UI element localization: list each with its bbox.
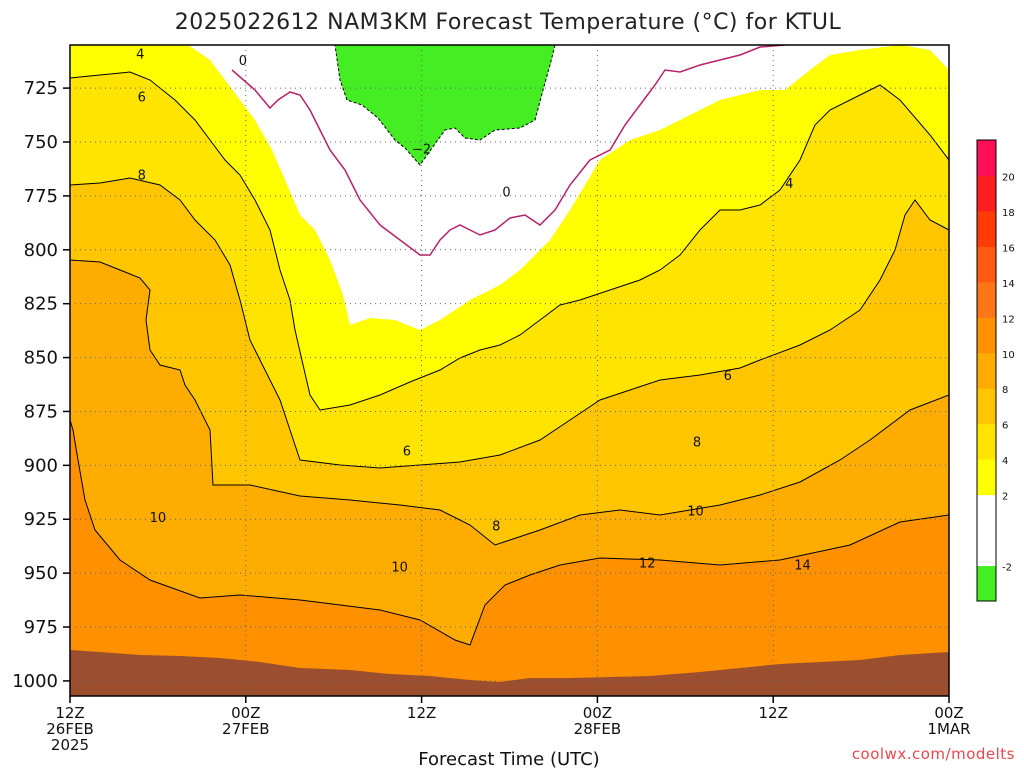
colorbar-swatch bbox=[977, 317, 996, 354]
y-tick-label: 725 bbox=[24, 78, 58, 99]
y-tick-label: 775 bbox=[24, 186, 58, 207]
x-tick-label: 1MAR bbox=[927, 720, 970, 738]
colorbar-label: 10 bbox=[1002, 350, 1015, 361]
colorbar-swatch bbox=[977, 423, 996, 460]
y-tick-label: 1000 bbox=[12, 671, 58, 692]
contour-label: 6 bbox=[138, 91, 146, 106]
x-tick-label: 2025 bbox=[51, 736, 89, 754]
colorbar-label: 6 bbox=[1002, 421, 1008, 432]
x-tick-label: 12Z bbox=[759, 704, 788, 722]
colorbar-swatch bbox=[977, 459, 996, 496]
y-tick-label: 850 bbox=[24, 348, 58, 369]
colorbar-label: 4 bbox=[1002, 456, 1008, 467]
contour-label: 8 bbox=[492, 520, 500, 535]
y-tick-label: 900 bbox=[24, 455, 58, 476]
x-tick-label: 00Z bbox=[934, 704, 963, 722]
contour-label: 10 bbox=[391, 561, 408, 576]
x-tick-label: 00Z bbox=[231, 704, 260, 722]
y-tick-label: 750 bbox=[24, 132, 58, 153]
colorbar-swatch bbox=[977, 175, 996, 212]
x-tick-label: 00Z bbox=[583, 704, 612, 722]
colorbar-label: 12 bbox=[1002, 314, 1015, 325]
colorbar: -2 2 4 6 8 10 12 14 16 18 20 bbox=[976, 139, 1015, 602]
contour-label: 6 bbox=[403, 444, 411, 459]
contour-label: 10 bbox=[150, 511, 167, 526]
y-axis-ticks: 725 750 775 800 825 850 875 900 925 950 975 1000 bbox=[12, 78, 70, 692]
x-axis-label: Forecast Time (UTC) bbox=[418, 749, 599, 768]
y-tick-label: 875 bbox=[24, 401, 58, 422]
contour-label: 8 bbox=[693, 436, 701, 451]
colorbar-swatch bbox=[977, 281, 996, 318]
x-tick-label: 12Z bbox=[55, 704, 84, 722]
contour-label: 12 bbox=[639, 556, 656, 571]
colorbar-label: 14 bbox=[1002, 279, 1015, 290]
freezing-line bbox=[231, 45, 786, 256]
contour-label: 4 bbox=[785, 177, 793, 192]
contour-label: 8 bbox=[138, 168, 146, 183]
colorbar-label: -2 bbox=[1002, 563, 1012, 574]
y-tick-label: 975 bbox=[24, 617, 58, 638]
y-tick-label: 825 bbox=[24, 294, 58, 315]
x-tick-label: 12Z bbox=[407, 704, 436, 722]
contour-label: 0 bbox=[239, 54, 247, 69]
contour-labels: 4 6 8 0 −2 0 4 6 6 8 10 10 8 10 12 14 bbox=[136, 48, 811, 576]
colorbar-swatch bbox=[977, 388, 996, 425]
y-tick-label: 950 bbox=[24, 563, 58, 584]
x-tick-label: 28FEB bbox=[574, 720, 621, 738]
y-tick-label: 800 bbox=[24, 240, 58, 261]
colorbar-label: 16 bbox=[1002, 243, 1015, 254]
colorbar-label: 8 bbox=[1002, 385, 1008, 396]
colorbar-swatch bbox=[977, 565, 996, 602]
plot-frame bbox=[69, 44, 950, 697]
ground bbox=[70, 650, 949, 696]
colorbar-frame bbox=[976, 139, 997, 602]
contour-label: 4 bbox=[136, 48, 144, 63]
temperature-field bbox=[70, 45, 949, 696]
contour-label: 10 bbox=[687, 505, 704, 520]
colorbar-label: 18 bbox=[1002, 208, 1015, 219]
contour-label: 14 bbox=[794, 559, 811, 574]
y-tick-label: 925 bbox=[24, 509, 58, 530]
colorbar-swatch bbox=[977, 352, 996, 389]
credit-text: coolwx.com/modelts bbox=[852, 745, 1015, 763]
colorbar-swatch bbox=[977, 246, 996, 283]
chart-title: 2025022612 NAM3KM Forecast Temperature (… bbox=[175, 10, 842, 35]
contour-label: 6 bbox=[724, 369, 732, 384]
colorbar-swatch bbox=[977, 140, 996, 176]
x-tick-label: 26FEB bbox=[46, 720, 93, 738]
band-lt-neg2 bbox=[334, 45, 556, 166]
colorbar-swatch bbox=[977, 210, 996, 247]
colorbar-swatch bbox=[977, 530, 996, 567]
colorbar-swatch bbox=[977, 494, 996, 531]
colorbar-label: 2 bbox=[1002, 492, 1008, 503]
contour-label: 0 bbox=[502, 186, 510, 201]
colorbar-label: 20 bbox=[1002, 172, 1015, 183]
x-tick-label: 27FEB bbox=[222, 720, 269, 738]
contour-label: −2 bbox=[412, 142, 431, 157]
